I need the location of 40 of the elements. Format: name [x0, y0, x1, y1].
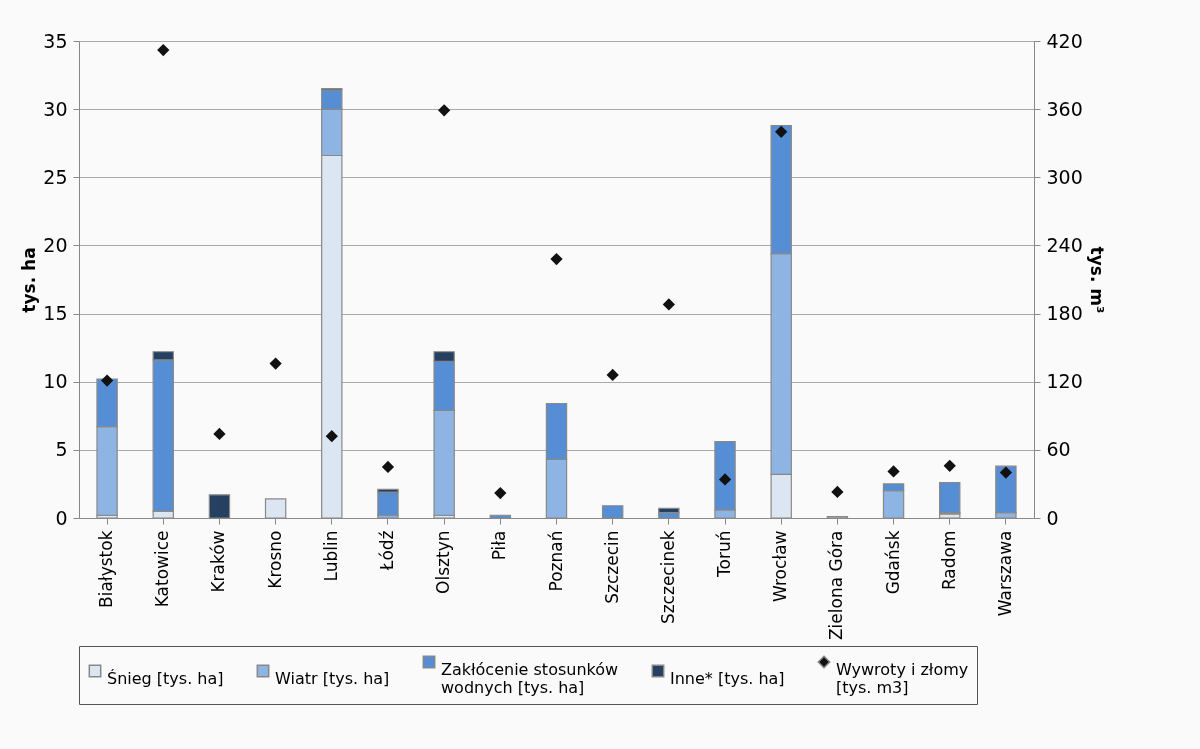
x-tick-label: Radom — [938, 530, 959, 591]
y2-tick-label: 300 — [1046, 165, 1083, 188]
y-tick-label: 35 — [43, 29, 68, 52]
y2-axis-title: tys. m³ — [1086, 246, 1107, 314]
y2-tick-label: 420 — [1046, 29, 1083, 52]
x-tick-label: Wrocław — [770, 530, 791, 603]
x-tick-label: Gdańsk — [882, 530, 903, 595]
legend-label: Śnieg [tys. ha] — [107, 669, 224, 688]
y2-tick-label: 240 — [1046, 233, 1083, 256]
x-tick-label: Łódź — [376, 530, 397, 572]
x-tick-label: Szczecin — [601, 530, 622, 604]
legend-label: Wywroty i złomy [tys. m3] — [836, 660, 969, 697]
y-tick-label: 5 — [55, 438, 68, 461]
y-tick-label: 10 — [43, 370, 68, 393]
x-tick-label: Olsztyn — [433, 530, 454, 594]
y2-tick-label: 180 — [1046, 302, 1083, 325]
x-tick-label: Toruń — [714, 530, 735, 578]
y-tick-label: 30 — [43, 97, 68, 120]
x-tick-label: Piła — [489, 530, 510, 561]
x-tick-label: Lublin — [320, 530, 341, 582]
x-tick-label: Białystok — [96, 530, 117, 608]
legend-label: Zakłócenie stosunków wodnych [tys. ha] — [441, 660, 619, 697]
y-axis-title: tys. ha — [19, 247, 40, 313]
y-tick-label: 15 — [43, 302, 68, 325]
x-tick-label: Szczecinek — [657, 530, 678, 625]
x-tick-label: Kraków — [208, 530, 229, 593]
y2-tick-label: 0 — [1046, 506, 1059, 529]
x-tick-label: Krosno — [264, 530, 285, 589]
legend-label: Wiatr [tys. ha] — [275, 669, 390, 688]
legend-label: Inne* [tys. ha] — [670, 669, 785, 688]
y2-tick-label: 60 — [1046, 438, 1071, 461]
y2-tick-label: 360 — [1046, 97, 1083, 120]
y2-tick-label: 120 — [1046, 370, 1083, 393]
y-tick-label: 20 — [43, 233, 68, 256]
x-tick-label: Warszawa — [994, 530, 1015, 617]
x-tick-label: Katowice — [152, 530, 173, 608]
x-tick-label: Zielona Góra — [826, 530, 847, 641]
x-tick-label: Poznań — [545, 530, 566, 592]
y-tick-label: 0 — [55, 506, 68, 529]
y-tick-label: 25 — [43, 165, 68, 188]
